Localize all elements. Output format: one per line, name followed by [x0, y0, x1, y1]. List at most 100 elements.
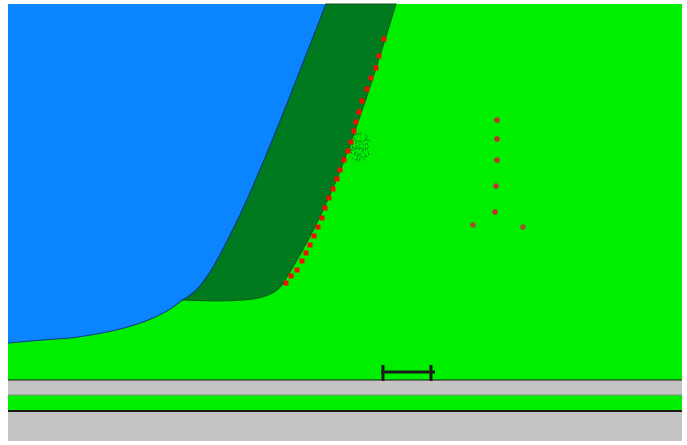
scrub-speck: [359, 158, 361, 160]
inland-marker[interactable]: [494, 136, 500, 142]
scrub-speck: [359, 147, 361, 149]
shoreline-marker[interactable]: [311, 233, 317, 239]
scrub-speck: [356, 147, 358, 149]
scrub-speck: [352, 146, 354, 148]
scrub-speck: [354, 148, 356, 150]
shoreline-marker[interactable]: [299, 258, 305, 264]
shoreline-marker[interactable]: [341, 157, 347, 163]
shoreline-marker[interactable]: [368, 75, 374, 81]
scrub-speck: [350, 149, 352, 150]
scrub-speck: [362, 141, 364, 143]
shoreline-marker[interactable]: [283, 280, 289, 286]
measure-tool[interactable]: [381, 365, 435, 381]
scrub-speck: [355, 140, 357, 142]
shoreline-marker[interactable]: [326, 195, 332, 201]
scrub-speck: [354, 147, 356, 149]
scrub-speck: [356, 157, 358, 159]
scrub-speck: [356, 142, 358, 144]
scrub-speck: [349, 146, 350, 148]
shoreline-marker[interactable]: [303, 250, 309, 256]
shoreline-marker[interactable]: [330, 186, 336, 192]
shoreline-marker[interactable]: [337, 167, 343, 173]
scrub-speck: [348, 138, 349, 140]
scrub-speck: [353, 154, 355, 155]
shoreline-marker[interactable]: [348, 139, 354, 145]
scrub-speck: [357, 135, 359, 137]
scrub-speck: [367, 148, 369, 150]
inland-marker-column[interactable]: [470, 117, 526, 230]
scrub-speck: [369, 140, 370, 142]
scrub-speck: [354, 134, 355, 136]
scrub-speck: [357, 134, 359, 135]
scrub-speck: [350, 145, 351, 147]
shoreline-marker[interactable]: [334, 176, 340, 182]
inland-marker[interactable]: [492, 209, 498, 215]
scrub-speck: [357, 148, 358, 150]
scrub-speck: [364, 155, 366, 157]
scrub-speck: [357, 153, 359, 155]
shoreline-marker[interactable]: [307, 242, 313, 248]
shoreline-markers[interactable]: [283, 36, 387, 286]
scrub-speck: [358, 160, 360, 162]
inland-marker[interactable]: [494, 117, 500, 123]
road-lower[interactable]: [8, 411, 682, 441]
shoreline-marker[interactable]: [364, 86, 370, 92]
shoreline-marker[interactable]: [381, 36, 387, 42]
grass-median[interactable]: [8, 395, 682, 411]
scrub-speck: [351, 158, 353, 160]
shoreline-marker[interactable]: [294, 267, 300, 273]
scrub-speck: [365, 139, 367, 140]
scrub-speck: [358, 146, 360, 148]
shoreline-marker[interactable]: [322, 205, 328, 211]
water-area[interactable]: [8, 4, 326, 343]
scrub-speck: [354, 153, 356, 155]
scrub-speck: [359, 155, 361, 157]
road-upper[interactable]: [8, 380, 682, 395]
shoreline-marker[interactable]: [345, 148, 351, 154]
shoreline-marker[interactable]: [351, 128, 357, 134]
scrub-speck: [346, 141, 348, 143]
scrub-speck: [360, 148, 362, 149]
shoreline-marker[interactable]: [315, 224, 321, 230]
scrub-speck: [353, 153, 355, 155]
shoreline-marker[interactable]: [353, 119, 359, 125]
scrub-speck: [361, 151, 363, 153]
scrub-speck: [359, 148, 361, 150]
scrub-speck: [366, 143, 368, 145]
scrub-speck: [362, 150, 364, 152]
scrub-speck: [356, 160, 358, 162]
scrub-speck: [365, 148, 367, 150]
scrub-speck: [368, 146, 370, 148]
scrub-speck: [347, 146, 349, 148]
scrub-speck: [366, 144, 368, 146]
scrub-speck: [368, 139, 369, 141]
scrub-speck: [349, 155, 351, 157]
scrub-speck: [359, 157, 361, 159]
scrub-speck: [360, 156, 362, 158]
shoreline-marker[interactable]: [288, 273, 294, 279]
shoreline-marker[interactable]: [319, 215, 325, 221]
shoreline-marker[interactable]: [376, 53, 382, 59]
scrub-speck: [352, 146, 353, 148]
inland-marker[interactable]: [493, 183, 499, 189]
scrub-speck: [350, 144, 352, 146]
inland-marker[interactable]: [494, 157, 500, 163]
scrub-speck: [367, 143, 369, 145]
scrub-speck: [356, 134, 357, 136]
scrub-speck: [362, 146, 364, 148]
inland-marker[interactable]: [470, 222, 476, 228]
scrub-speck: [356, 159, 358, 160]
shoreline-marker[interactable]: [373, 65, 379, 71]
scrub-speck: [365, 134, 367, 136]
scrub-speck: [354, 152, 356, 153]
shoreline-marker[interactable]: [359, 98, 365, 104]
scrub-speck: [346, 142, 348, 144]
scrub-speck: [364, 149, 366, 151]
inland-marker[interactable]: [520, 224, 526, 230]
shoreline-marker[interactable]: [356, 109, 362, 115]
scrub-speck: [362, 149, 364, 151]
scrub-speck: [360, 133, 362, 135]
scrub-speck: [353, 138, 355, 140]
